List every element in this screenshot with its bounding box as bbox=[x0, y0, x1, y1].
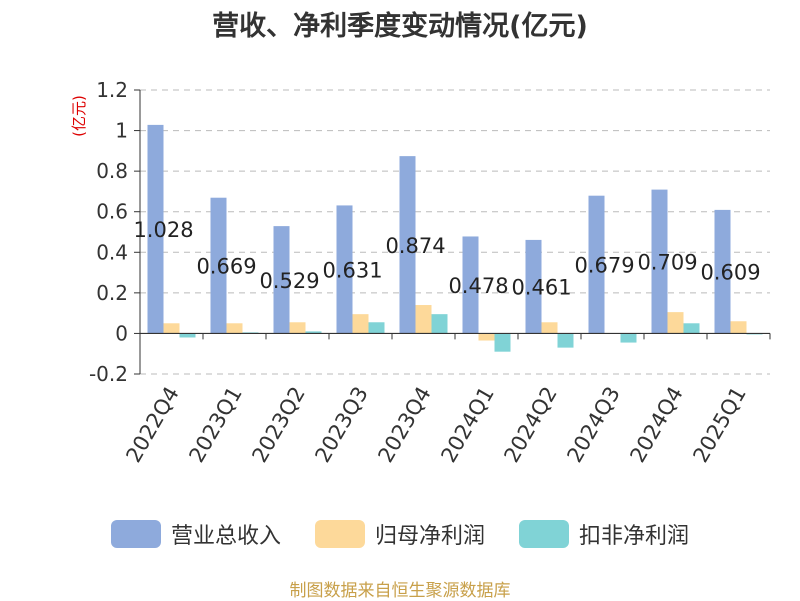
bar-deducted-profit bbox=[620, 333, 637, 343]
data-label: 0.609 bbox=[700, 261, 760, 285]
x-tick-label: 2025Q1 bbox=[688, 383, 750, 467]
bar-net-profit bbox=[289, 322, 306, 334]
bar-revenue bbox=[210, 197, 227, 334]
bar-revenue bbox=[462, 236, 479, 334]
data-source-note: 制图数据来自恒生聚源数据库 bbox=[289, 581, 511, 601]
legend-item-deducted-profit[interactable]: 扣非净利润 bbox=[519, 518, 689, 550]
x-tick-label: 2023Q1 bbox=[184, 383, 246, 467]
y-tick-label: 0 bbox=[115, 321, 128, 345]
data-label: 0.669 bbox=[196, 255, 256, 279]
bar-revenue bbox=[336, 205, 353, 334]
legend-swatch-net-profit bbox=[314, 520, 365, 548]
x-tick-label: 2024Q2 bbox=[499, 383, 561, 467]
legend-label-revenue: 营业总收入 bbox=[170, 524, 281, 549]
data-label: 0.529 bbox=[259, 269, 319, 293]
data-label: 0.461 bbox=[511, 276, 571, 300]
y-axis-unit-label: (亿元) bbox=[70, 95, 88, 137]
y-tick-label: 0.4 bbox=[96, 240, 128, 264]
bar-deducted-profit bbox=[494, 333, 511, 352]
bar-net-profit bbox=[352, 314, 369, 334]
legend-label-net-profit: 归母净利润 bbox=[374, 524, 485, 549]
x-tick-label: 2022Q4 bbox=[121, 383, 183, 467]
bar-net-profit bbox=[541, 322, 558, 334]
legend-swatch-revenue bbox=[110, 520, 161, 548]
x-tick-label: 2023Q4 bbox=[373, 383, 435, 467]
bar-deducted-profit bbox=[368, 322, 385, 334]
bar-revenue bbox=[588, 195, 605, 334]
bar-net-profit bbox=[478, 333, 495, 341]
x-tick-label: 2024Q1 bbox=[436, 383, 498, 467]
bar-deducted-profit bbox=[683, 323, 700, 334]
bar-deducted-profit bbox=[305, 331, 322, 334]
x-tick-label: 2024Q4 bbox=[625, 383, 687, 467]
x-tick-label: 2023Q3 bbox=[310, 383, 372, 467]
bar-net-profit bbox=[163, 323, 180, 334]
bar-deducted-profit bbox=[557, 333, 574, 348]
y-tick-label: 0.2 bbox=[96, 281, 128, 305]
data-label: 0.679 bbox=[574, 254, 634, 278]
data-label: 0.478 bbox=[448, 274, 508, 298]
chart-canvas: -0.200.20.40.60.811.2(亿元)2022Q4 2023Q1 202… bbox=[70, 78, 771, 467]
bar-deducted-profit bbox=[179, 333, 196, 338]
bar-net-profit bbox=[730, 321, 747, 334]
y-tick-label: 1 bbox=[115, 119, 128, 143]
legend: 营业总收入 归母净利润 扣非净利润 bbox=[0, 518, 800, 550]
legend-item-net-profit[interactable]: 归母净利润 bbox=[314, 518, 485, 550]
bar-net-profit bbox=[667, 312, 684, 334]
bar-revenue bbox=[651, 189, 668, 334]
bar-net-profit bbox=[415, 305, 432, 334]
y-tick-label: 0.6 bbox=[96, 200, 128, 224]
x-tick-label: 2023Q2 bbox=[247, 383, 309, 467]
bar-revenue bbox=[273, 226, 290, 334]
bar-revenue bbox=[525, 239, 542, 334]
bar-deducted-profit bbox=[431, 314, 448, 334]
y-tick-label: 0.8 bbox=[96, 159, 128, 183]
x-tick-label: 2024Q3 bbox=[562, 383, 624, 467]
legend-item-revenue[interactable]: 营业总收入 bbox=[110, 518, 281, 550]
data-label: 1.028 bbox=[133, 218, 193, 242]
bar-revenue bbox=[147, 124, 164, 334]
bar-net-profit bbox=[226, 323, 243, 334]
y-tick-label: 1.2 bbox=[96, 78, 128, 102]
data-label: 0.874 bbox=[385, 234, 445, 258]
legend-label-deducted-profit: 扣非净利润 bbox=[579, 524, 690, 549]
data-label: 0.631 bbox=[322, 258, 382, 282]
bar-revenue bbox=[714, 209, 731, 334]
y-tick-label: -0.2 bbox=[89, 362, 128, 386]
data-label: 0.709 bbox=[637, 251, 697, 275]
bar-revenue bbox=[399, 156, 416, 334]
legend-swatch-deducted-profit bbox=[519, 520, 569, 548]
chart-title: 营收、净利季度变动情况(亿元) bbox=[212, 11, 588, 42]
